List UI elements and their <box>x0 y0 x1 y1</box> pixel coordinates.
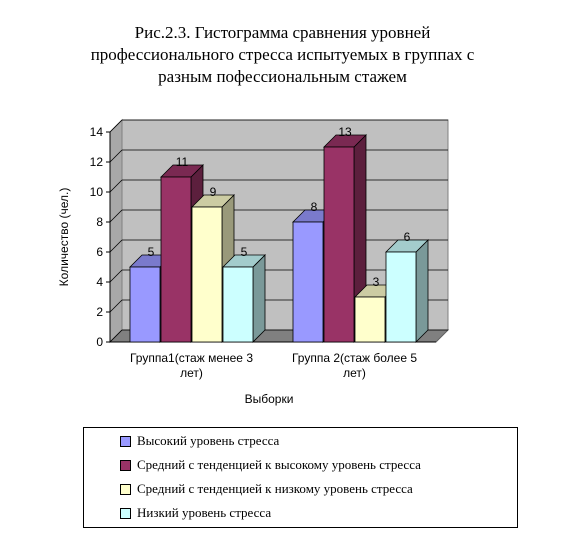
chart-legend: Высокий уровень стресса Средний с тенденц… <box>83 427 518 528</box>
gridline-side <box>109 269 123 283</box>
bar-front <box>292 221 324 343</box>
legend-label: Средний с тенденцией к высокому уровень … <box>137 457 421 472</box>
legend-label: Высокий уровень стресса <box>137 433 280 448</box>
x-axis-title: Выборки <box>245 392 294 406</box>
plot-side-wall <box>109 118 123 344</box>
x-tick-label: Группа1(стаж менее 3 <box>130 351 253 365</box>
chart-title-line-1: Рис.2.3. Гистограмма сравнения уровней <box>134 23 431 42</box>
x-tick-label: Группа 2(стаж более 5 <box>292 351 417 365</box>
legend-item: Средний с тенденцией к низкому уровень с… <box>120 480 413 498</box>
data-label: 6 <box>404 230 411 244</box>
x-tick-label: лет) <box>343 366 366 380</box>
bar-front <box>222 266 254 343</box>
legend-label: Средний с тенденцией к низкому уровень с… <box>137 481 413 496</box>
gridline-side <box>109 119 123 133</box>
bar-front <box>323 146 355 343</box>
y-axis-title: Количество (чел.) <box>57 188 71 287</box>
gridline-side <box>109 149 123 163</box>
legend-swatch <box>120 507 131 519</box>
chart-title-line-2: профессионального стресса испытуемых в г… <box>90 45 475 64</box>
bar <box>385 239 429 343</box>
y-tick-label: 8 <box>96 215 103 229</box>
legend-swatch <box>120 435 131 447</box>
chart-title: Рис.2.3. Гистограмма сравнения уровней п… <box>0 22 565 88</box>
bar-front <box>160 176 192 343</box>
y-tick-label: 4 <box>96 275 103 289</box>
gridline-side <box>109 239 123 253</box>
data-label: 11 <box>176 155 189 169</box>
data-label: 5 <box>148 245 155 259</box>
y-tick-label: 6 <box>96 245 103 259</box>
gridline-side <box>109 329 123 343</box>
legend-item: Средний с тенденцией к высокому уровень … <box>120 456 421 474</box>
bar-front <box>129 266 161 343</box>
y-tick-label: 12 <box>90 155 104 169</box>
data-label: 9 <box>210 185 217 199</box>
legend-swatch <box>120 483 131 495</box>
chart-title-line-3: разным пофессиональным стажем <box>158 67 407 86</box>
data-label: 5 <box>241 245 248 259</box>
data-label: 3 <box>373 275 380 289</box>
gridline-side <box>109 179 123 193</box>
legend-item: Низкий уровень стресса <box>120 504 271 522</box>
data-label: 8 <box>311 200 318 214</box>
bar <box>222 254 266 343</box>
y-tick-label: 0 <box>96 335 103 349</box>
gridline-side <box>109 209 123 223</box>
x-tick-label: лет) <box>180 366 203 380</box>
y-tick-label: 14 <box>90 125 104 139</box>
bar-front <box>354 296 386 343</box>
legend-label: Низкий уровень стресса <box>137 505 272 520</box>
gridline-side <box>109 299 123 313</box>
bar-front <box>191 206 223 343</box>
legend-swatch <box>120 459 131 471</box>
y-tick-label: 10 <box>90 185 104 199</box>
bar-side <box>415 239 429 343</box>
bar-side <box>252 254 266 343</box>
legend-item: Высокий уровень стресса <box>120 432 279 450</box>
y-tick-label: 2 <box>96 305 103 319</box>
data-label: 13 <box>338 125 352 139</box>
bar-front <box>385 251 417 343</box>
